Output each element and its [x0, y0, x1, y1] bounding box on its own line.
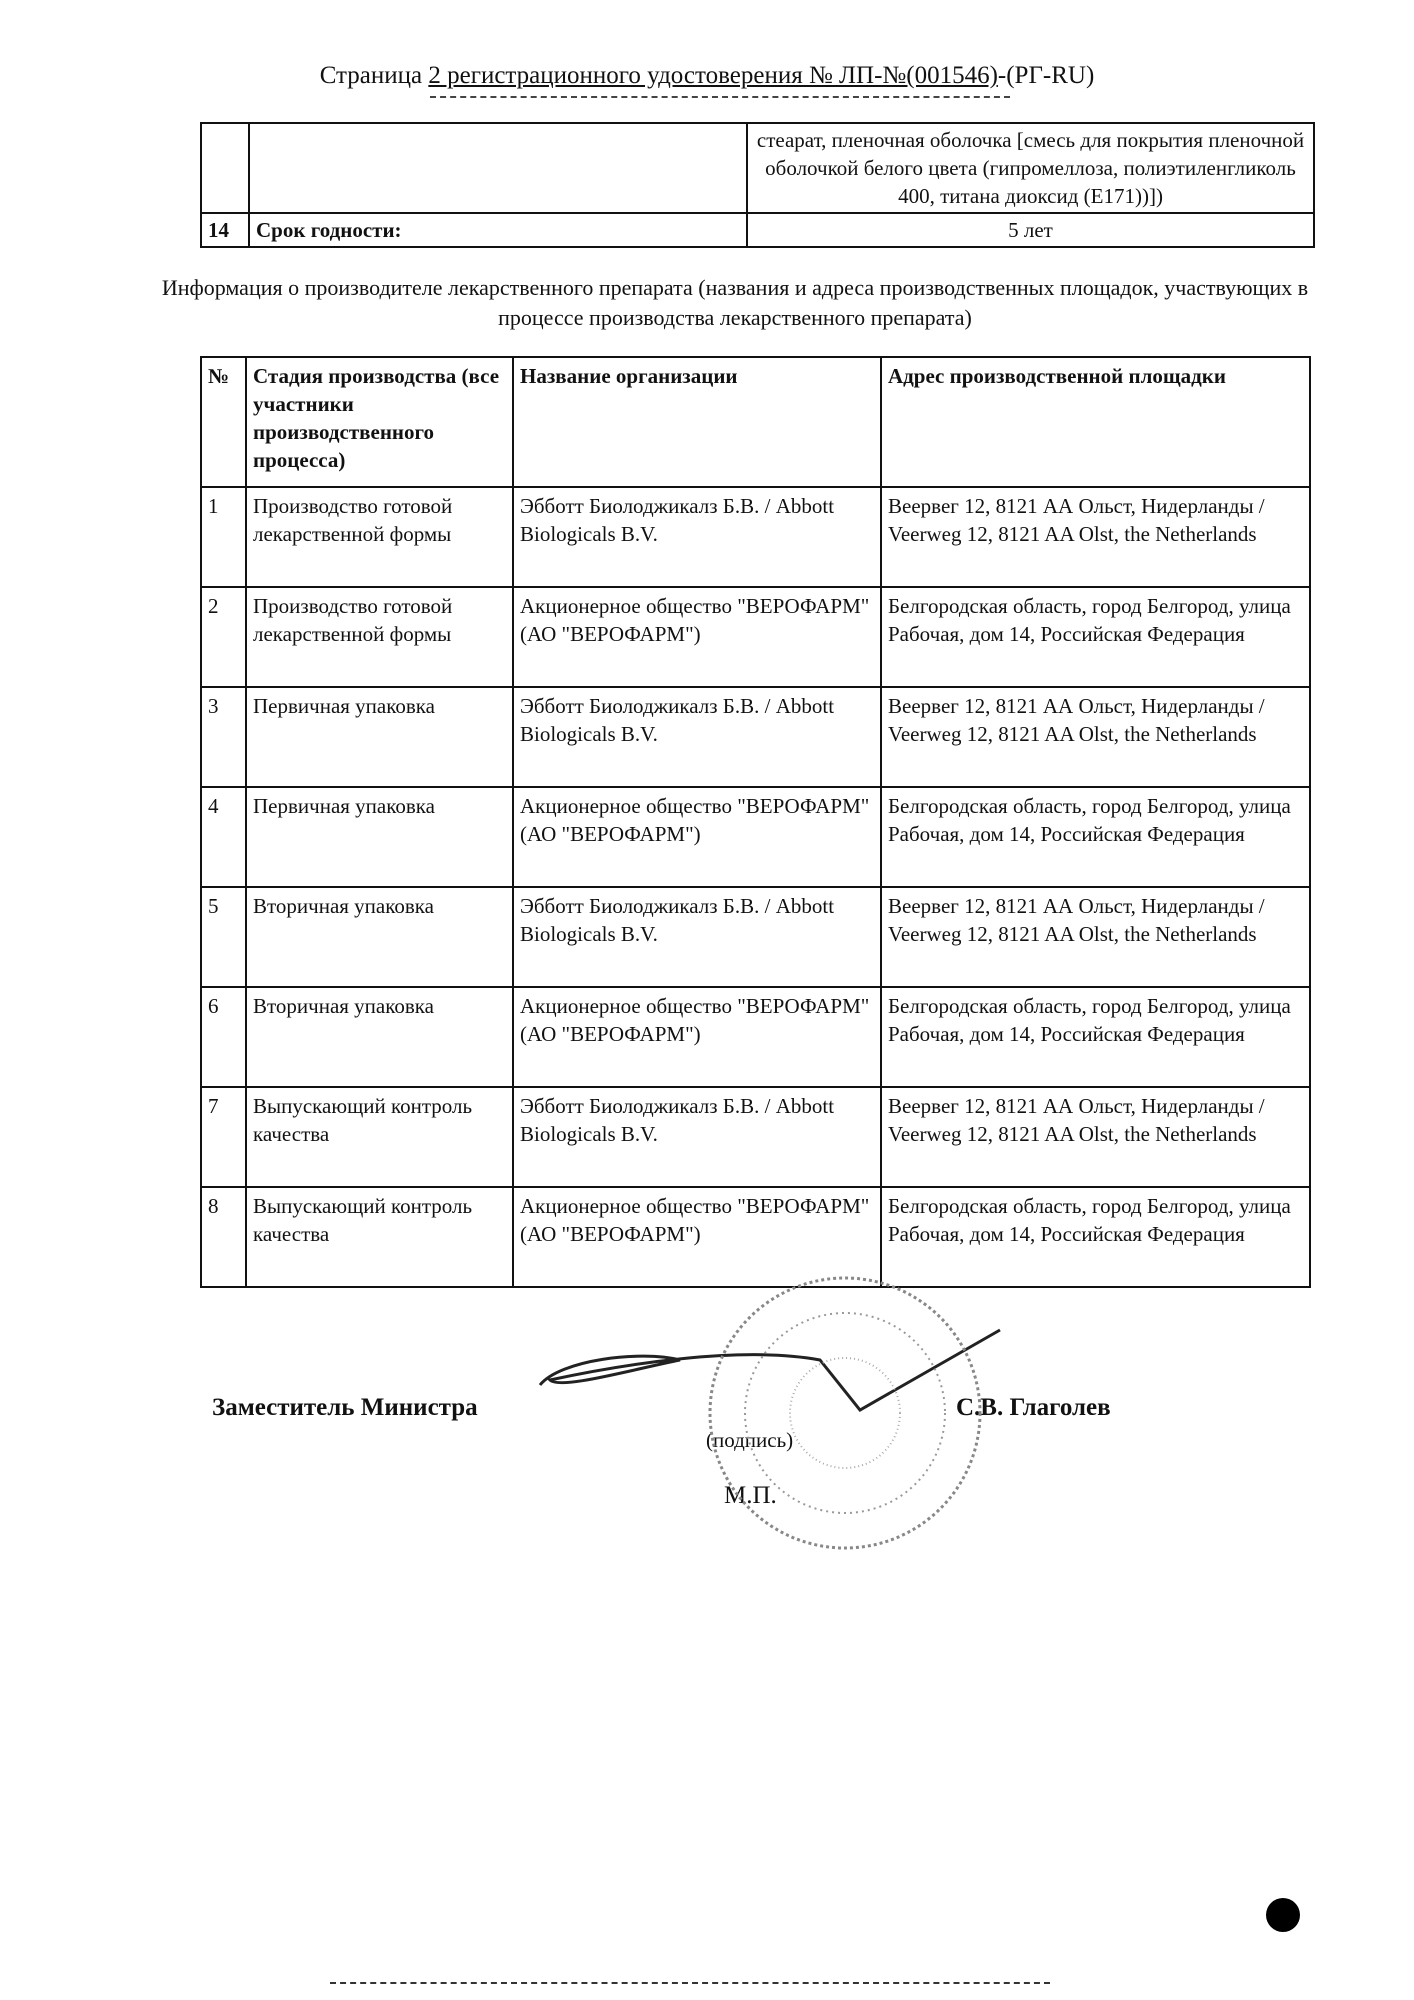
punch-hole-mark	[1266, 1898, 1300, 1932]
title-underline-artifact	[430, 96, 1010, 98]
cell-org: Акционерное общество "ВЕРОФАРМ" (АО "ВЕР…	[512, 786, 882, 888]
manufacturer-info-heading: Информация о производителе лекарственног…	[161, 275, 1309, 330]
cell-address: Веервег 12, 8121 АА Ольст, Нидерланды / …	[880, 1086, 1311, 1188]
title-prefix: Страница	[319, 62, 429, 89]
header-num: №	[200, 356, 247, 488]
cell-address: Веервег 12, 8121 АА Ольст, Нидерланды / …	[880, 886, 1311, 988]
signatory-position: Заместитель Министра	[212, 1394, 478, 1421]
table-row: 7 Выпускающий контроль качества Эбботт Био…	[200, 1086, 1311, 1188]
cell-num: 8	[200, 1186, 247, 1288]
cell-stage: Выпускающий контроль качества	[245, 1086, 514, 1188]
official-stamp	[708, 1276, 982, 1550]
cell-stage: Производство готовой лекарственной формы	[245, 586, 514, 688]
cell-address: Веервег 12, 8121 АА Ольст, Нидерланды / …	[880, 686, 1311, 788]
table-row: 14 Срок годности: 5 лет	[200, 212, 1315, 248]
table-row: 2 Производство готовой лекарственной форм…	[200, 586, 1311, 688]
table-row: 4 Первичная упаковка Акционерное общество …	[200, 786, 1311, 888]
table-row: 3 Первичная упаковка Эбботт Биолоджикалз Б…	[200, 686, 1311, 788]
cell-stage: Первичная упаковка	[245, 686, 514, 788]
cell-address: Веервег 12, 8121 АА Ольст, Нидерланды / …	[880, 486, 1311, 588]
title-suffix: -(РГ-RU)	[997, 62, 1095, 89]
row-number: 14	[200, 212, 250, 248]
cell-num: 6	[200, 986, 247, 1088]
header-stage: Стадия производства (все участники произ…	[245, 356, 514, 488]
shelf-life-label: Срок годности:	[248, 212, 748, 248]
page-title: Страница 2 регистрационного удостоверени…	[0, 62, 1414, 90]
manufacturers-table: № Стадия производства (все участники про…	[200, 356, 1311, 1288]
table-row: 6 Вторичная упаковка Акционерное общество …	[200, 986, 1311, 1088]
cell-org: Акционерное общество "ВЕРОФАРМ" (АО "ВЕР…	[512, 586, 882, 688]
cell-address: Белгородская область, город Белгород, ул…	[880, 986, 1311, 1088]
cell-num: 5	[200, 886, 247, 988]
cell-address: Белгородская область, город Белгород, ул…	[880, 586, 1311, 688]
cell-org: Эбботт Биолоджикалз Б.В. / Abbott Biolog…	[512, 486, 882, 588]
cell-org: Эбботт Биолоджикалз Б.В. / Abbott Biolog…	[512, 886, 882, 988]
shelf-life-value: 5 лет	[746, 212, 1315, 248]
table-row: 8 Выпускающий контроль качества Акционерно…	[200, 1186, 1311, 1288]
cell-num: 3	[200, 686, 247, 788]
cell-stage: Выпускающий контроль качества	[245, 1186, 514, 1288]
cell-stage: Производство готовой лекарственной формы	[245, 486, 514, 588]
cell-num: 2	[200, 586, 247, 688]
cell-stage: Вторичная упаковка	[245, 986, 514, 1088]
handwritten-signature	[538, 1328, 1001, 1412]
cell-empty	[248, 122, 748, 214]
composition-table: стеарат, пленочная оболочка [смесь для п…	[200, 122, 1315, 248]
composition-continuation: стеарат, пленочная оболочка [смесь для п…	[746, 122, 1315, 214]
cell-stage: Вторичная упаковка	[245, 886, 514, 988]
cell-org: Акционерное общество "ВЕРОФАРМ" (АО "ВЕР…	[512, 1186, 882, 1288]
cell-num: 4	[200, 786, 247, 888]
cell-address: Белгородская область, город Белгород, ул…	[880, 1186, 1311, 1288]
table-row: 5 Вторичная упаковка Эбботт Биолоджикалз Б…	[200, 886, 1311, 988]
cell-empty	[200, 122, 250, 214]
cell-org: Эбботт Биолоджикалз Б.В. / Abbott Biolog…	[512, 686, 882, 788]
cell-org: Акционерное общество "ВЕРОФАРМ" (АО "ВЕР…	[512, 986, 882, 1088]
cell-address: Белгородская область, город Белгород, ул…	[880, 786, 1311, 888]
cell-stage: Первичная упаковка	[245, 786, 514, 888]
table-header-row: № Стадия производства (все участники про…	[200, 356, 1311, 488]
bottom-scan-line	[330, 1982, 1050, 1984]
header-org: Название организации	[512, 356, 882, 488]
table-row: 1 Производство готовой лекарственной форм…	[200, 486, 1311, 588]
cell-num: 7	[200, 1086, 247, 1188]
header-address: Адрес производственной площадки	[880, 356, 1311, 488]
table-row: стеарат, пленочная оболочка [смесь для п…	[200, 122, 1315, 214]
cell-num: 1	[200, 486, 247, 588]
title-underlined: 2 регистрационного удостоверения № ЛП-№(…	[428, 62, 998, 89]
cell-org: Эбботт Биолоджикалз Б.В. / Abbott Biolog…	[512, 1086, 882, 1188]
signature-label: (подпись)	[706, 1428, 794, 1452]
signatory-name: С.В. Глаголев	[956, 1394, 1111, 1421]
seal-label: М.П.	[724, 1482, 777, 1509]
